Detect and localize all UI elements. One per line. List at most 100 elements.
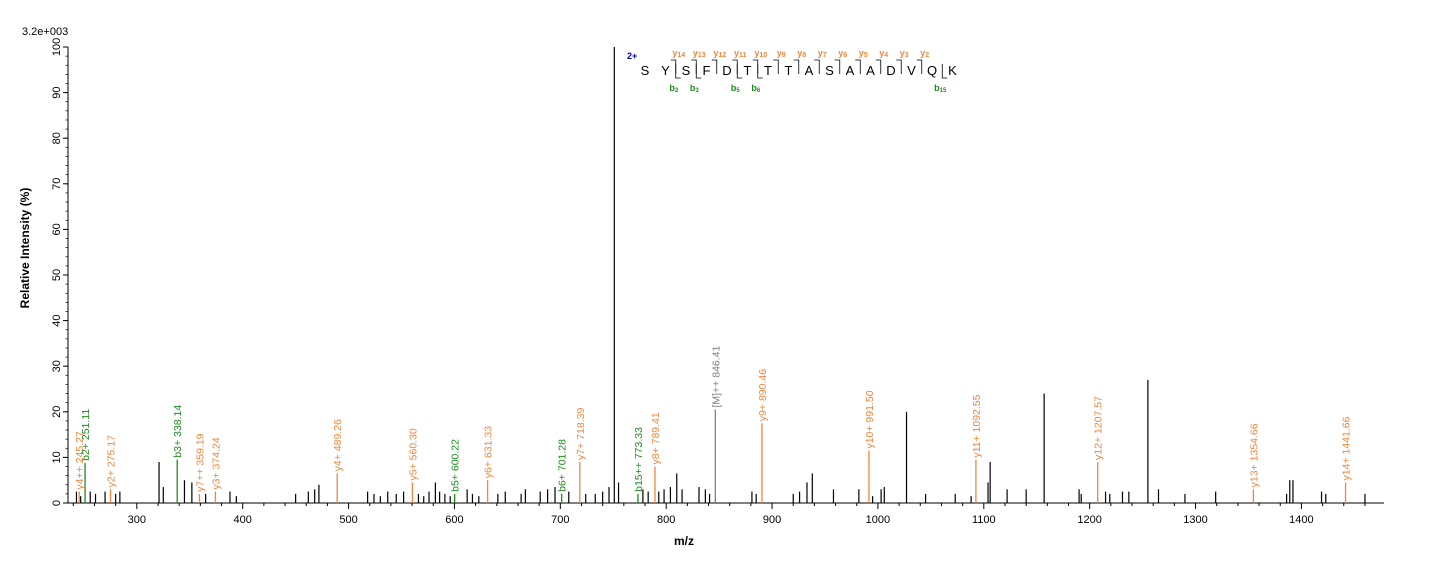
peak-label: y4+ 489.26 [332, 419, 344, 471]
sequence-residue: A [866, 63, 875, 78]
y-ion-marker: y3 [900, 48, 909, 59]
peak-label: y8+ 789.41 [650, 412, 662, 464]
x-tick-label: 300 [128, 514, 146, 526]
peak-label: b3+ 338.14 [172, 405, 184, 458]
y-tick-label: 100 [51, 38, 63, 56]
peak-label: y5+ 560.30 [407, 428, 419, 480]
sequence-residue: T [764, 63, 772, 78]
y-ion-marker: y11 [734, 48, 747, 59]
b-ion-bracket [757, 64, 763, 79]
y-ion-marker: y12 [713, 48, 726, 59]
b-ion-marker: b5 [731, 83, 741, 94]
peak-label: b5+ 600.22 [450, 439, 462, 492]
peak-label: y13+ 1354.66 [1248, 423, 1260, 487]
peak-label: y3+ 374.24 [210, 437, 222, 489]
x-tick-label: 400 [234, 514, 252, 526]
peak-label: y2+ 275.17 [106, 435, 118, 487]
y-ion-marker: y2 [920, 48, 929, 59]
peak-label: y7+ 718.39 [575, 408, 587, 460]
peaks [75, 47, 1366, 503]
b-ion-bracket [736, 64, 743, 79]
sequence-residue: D [886, 63, 895, 78]
y-ion-marker: y5 [859, 48, 868, 59]
sequence-residue: S [682, 63, 691, 78]
sequence-residue: Y [661, 63, 670, 78]
y-ion-bracket [711, 59, 718, 74]
y-ion-marker: y14 [672, 48, 685, 59]
y-tick-label: 10 [51, 451, 63, 463]
sequence-residue: S [641, 63, 650, 78]
y-tick-label: 70 [51, 178, 63, 190]
y-tick-label: 30 [51, 360, 63, 372]
charge-state-label: 2+ [627, 51, 637, 61]
x-tick-label: 800 [657, 514, 675, 526]
sequence-residue: A [846, 63, 855, 78]
peak-label: y14+ 1441.66 [1341, 416, 1353, 480]
y-ion-marker: y7 [818, 48, 827, 59]
peak-label: y4++ 245.27 [74, 431, 86, 490]
sequence-residue: T [744, 63, 752, 78]
b-ion-marker: b3 [690, 83, 700, 94]
sequence-residue: A [805, 63, 814, 78]
y-tick-label: 90 [51, 86, 63, 98]
y-ion-bracket [773, 59, 779, 74]
b-ion-bracket [675, 64, 681, 79]
sequence-residue: F [703, 63, 711, 78]
y-ion-bracket [855, 59, 861, 74]
y-axis-title: Relative Intensity (%) [18, 188, 32, 309]
x-ticks: 300 400 500 600 700 800 900 1000 1100 1200 1300 140… [72, 503, 1366, 526]
peak-label: y6+ 631.33 [483, 426, 495, 478]
y-ion-bracket [834, 59, 841, 74]
y-ion-marker: y13 [693, 48, 706, 59]
y-ion-marker: y6 [838, 48, 847, 59]
peak-label: y7++ 359.19 [194, 433, 206, 492]
x-tick-label: 900 [763, 514, 781, 526]
y-tick-label: 60 [51, 223, 63, 235]
x-tick-label: 500 [339, 514, 357, 526]
y-ion-bracket [916, 59, 923, 74]
max-intensity-label: 3.2e+003 [22, 26, 68, 38]
peak-label: y11+ 1092.55 [971, 394, 983, 457]
peak-label: y10+ 991.50 [864, 390, 876, 448]
b-ion-marker: b15 [934, 83, 947, 94]
sequence-residue: K [948, 63, 957, 78]
y-tick-label: 20 [51, 406, 63, 418]
peak-label: y12+ 1207.57 [1093, 396, 1105, 460]
y-ion-marker: y4 [879, 48, 888, 59]
x-tick-label: 1300 [1183, 514, 1207, 526]
y-ion-marker: y8 [797, 48, 806, 59]
peak-label: b6+ 701.28 [557, 439, 569, 492]
b-ion-bracket [941, 64, 948, 79]
x-axis-title: m/z [674, 534, 694, 548]
peak-label: b15++ 773.33 [633, 427, 645, 492]
y-ion-bracket [670, 59, 677, 74]
x-tick-label: 1400 [1289, 514, 1313, 526]
y-ion-bracket [732, 59, 738, 74]
y-tick-label: 80 [51, 132, 63, 144]
sequence-residue: Q [927, 63, 937, 78]
y-ion-marker: y9 [777, 48, 786, 59]
y-ion-bracket [814, 59, 820, 74]
y-ion-bracket [793, 59, 800, 74]
b-ion-marker: b6 [751, 83, 761, 94]
y-ion-marker: y10 [754, 48, 767, 59]
peak-label: [M]++ 846.41 [710, 345, 722, 407]
y-ion-bracket [691, 59, 697, 74]
x-tick-label: 600 [445, 514, 463, 526]
y-ion-bracket [752, 59, 759, 74]
x-tick-label: 700 [551, 514, 569, 526]
sequence-residue: D [722, 63, 731, 78]
peak-label: b2+ 251.11 [80, 409, 92, 461]
x-tick-label: 1200 [1077, 514, 1101, 526]
x-tick-label: 1100 [972, 514, 996, 526]
y-ticks: 0 10 20 30 40 50 60 70 80 90 100 [51, 38, 68, 506]
y-ion-bracket [875, 59, 882, 74]
b-ion-bracket [695, 64, 702, 79]
peak-label: y9+ 890.46 [757, 369, 769, 421]
y-ion-bracket [896, 59, 902, 74]
sequence-residue: T [785, 63, 793, 78]
